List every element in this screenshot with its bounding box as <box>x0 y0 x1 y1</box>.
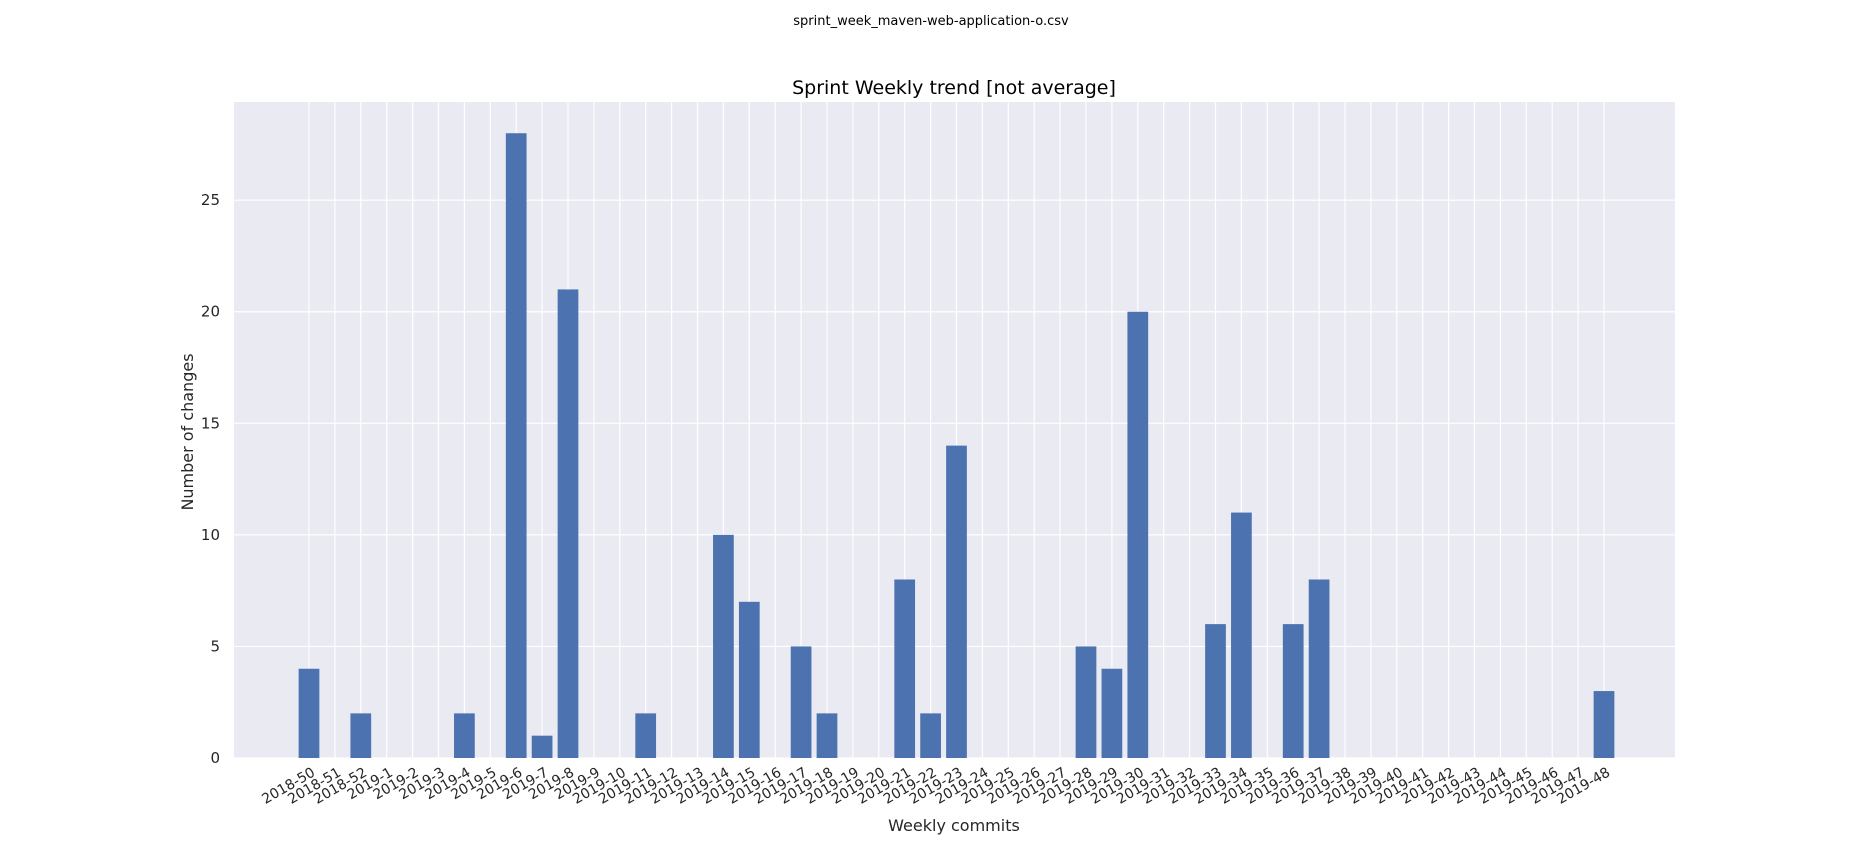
chart-title: Sprint Weekly trend [not average] <box>792 77 1116 99</box>
bar-2019-6 <box>505 133 527 758</box>
bar-2019-18 <box>816 713 838 758</box>
y-tick-label: 10 <box>201 526 220 544</box>
y-tick-label: 20 <box>201 303 220 321</box>
bar-2019-28 <box>1075 646 1097 758</box>
bar-2019-37 <box>1308 579 1330 758</box>
y-axis-ticks: 0 5 10 15 20 25 <box>201 191 220 767</box>
y-tick-label: 15 <box>201 414 220 432</box>
y-tick-label: 5 <box>210 637 220 655</box>
y-axis-label: Number of changes <box>178 353 197 510</box>
bar-2019-36 <box>1282 624 1304 758</box>
x-axis-ticks: 2018-502018-512018-522019-12019-22019-32… <box>259 765 1613 808</box>
grid-lines <box>234 102 1675 759</box>
bar-2018-50 <box>298 668 320 758</box>
bar-2018-52 <box>350 713 372 758</box>
bar-2019-14 <box>713 534 734 758</box>
bar-2019-7 <box>531 735 553 758</box>
bar-2019-34 <box>1231 512 1252 758</box>
x-axis-label: Weekly commits <box>888 816 1020 835</box>
bar-2019-33 <box>1205 624 1226 758</box>
bar-2019-15 <box>738 601 760 758</box>
bar-2019-48 <box>1593 691 1615 758</box>
bar-2019-17 <box>790 646 812 758</box>
figure-suptitle: sprint_week_maven-web-application-o.csv <box>793 14 1069 29</box>
bars-group <box>298 133 1615 758</box>
y-tick-label: 25 <box>201 191 220 209</box>
bar-2019-4 <box>454 713 475 758</box>
bar-2019-21 <box>894 579 916 758</box>
bar-2019-29 <box>1101 668 1123 758</box>
bar-2019-11 <box>635 713 657 758</box>
bar-2019-30 <box>1127 311 1149 758</box>
bar-2019-8 <box>557 289 579 758</box>
bar-2019-23 <box>946 445 967 758</box>
y-tick-label: 0 <box>210 749 220 767</box>
bar-2019-22 <box>920 713 941 758</box>
